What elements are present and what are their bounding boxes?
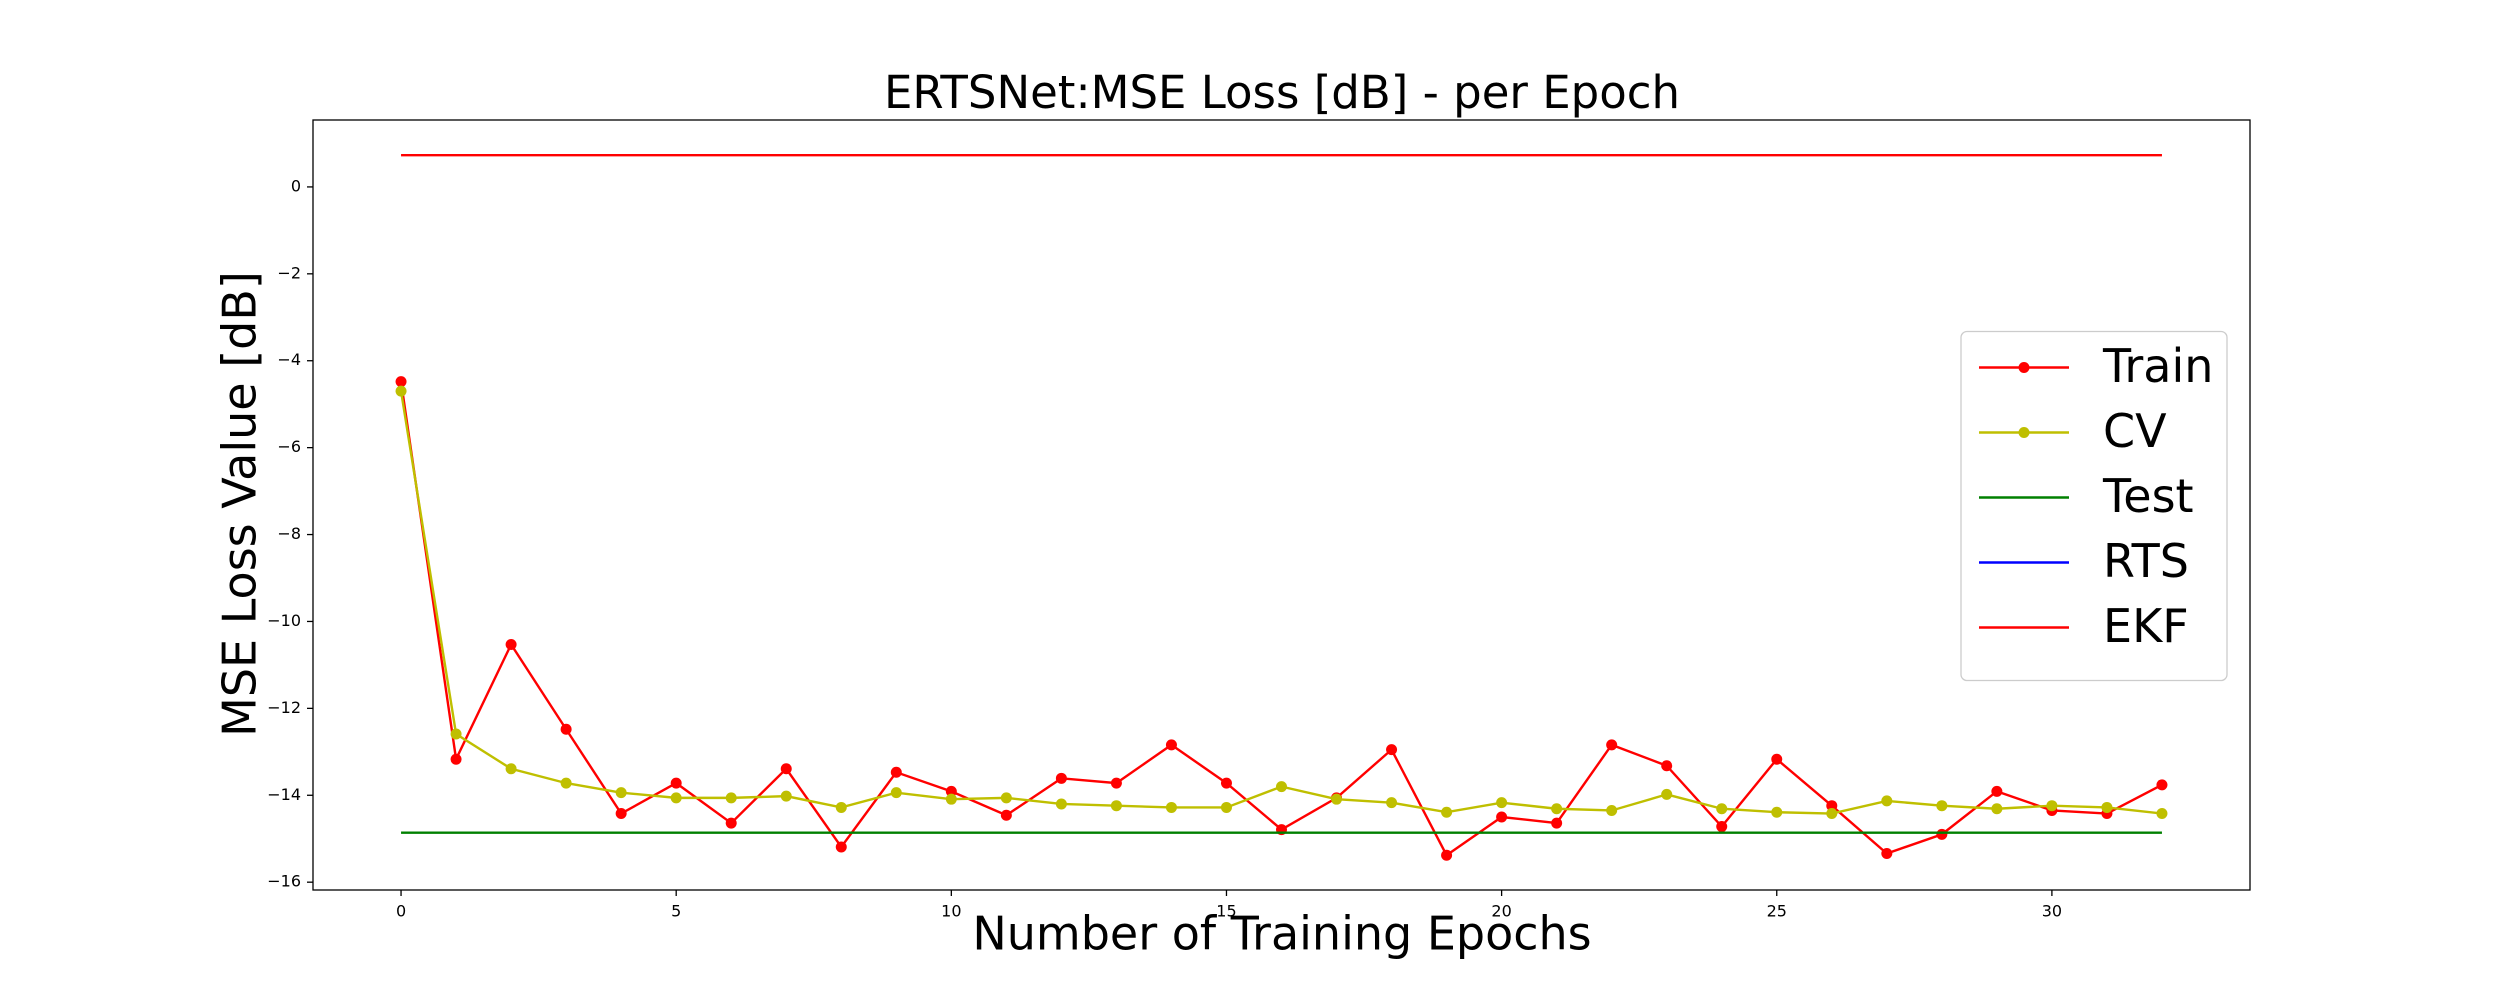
series-marker [1826,800,1838,812]
series-marker [560,723,572,735]
series-marker [1716,803,1728,815]
series-marker [1716,821,1728,833]
y-tick-label: 0 [291,176,301,195]
x-tick-label: 5 [671,902,681,921]
series-marker [2101,801,2113,813]
x-tick-label: 0 [396,902,406,921]
series-marker [1936,800,1948,812]
series-marker [1881,795,1893,807]
legend-marker [2018,427,2030,438]
series-marker [615,808,627,820]
legend-label: Train [2102,339,2213,393]
x-axis-label: Number of Training Epochs [972,907,1591,961]
series-marker [2156,808,2168,820]
series-line [399,390,2163,815]
series-marker [1165,801,1177,813]
series-marker [1991,803,2003,815]
series-marker [1220,801,1232,813]
x-tick-label: 25 [1767,902,1787,921]
series-marker [1551,817,1563,829]
series-marker [835,841,847,853]
legend: Train CV Test RTS EKF [1960,330,2228,682]
series-marker [1606,804,1618,816]
chart-title: ERTSNet:MSE Loss [dB] - per Epoch [884,66,1680,119]
y-tick-label: −14 [267,785,301,804]
series-marker [1936,828,1948,840]
series-marker [1165,739,1177,751]
y-tick-label: −12 [267,698,301,717]
series-marker [615,787,627,799]
series-marker [1276,781,1287,793]
series-marker [395,376,407,388]
series-marker [1661,760,1673,772]
series-marker [395,385,407,397]
series-marker [1496,811,1508,823]
y-tick-label: −10 [267,611,301,630]
series-marker [1496,797,1508,809]
series-marker [1386,744,1398,756]
series-marker [1991,785,2003,797]
series-marker [450,753,462,765]
series-marker [1055,798,1067,810]
series-marker [1771,806,1783,818]
series-marker [1771,753,1783,765]
series-marker [890,787,902,799]
series-marker [670,792,682,804]
series-marker [1331,793,1343,805]
y-axis-label: MSE Loss Value [dB] [213,271,267,737]
series-marker [1551,803,1563,815]
series-marker [1110,800,1122,812]
legend-label: RTS [2103,534,2189,588]
legend-marker [2018,362,2030,373]
series-marker [780,763,792,775]
series-marker [890,766,902,778]
series-marker [2156,779,2168,791]
series-marker [1881,847,1893,859]
series-marker [1000,792,1012,804]
series-marker [1441,849,1453,861]
series-marker [780,790,792,802]
series-marker [945,785,957,797]
series-marker [1826,808,1838,820]
series-marker [1220,777,1232,789]
series-marker [1386,797,1398,809]
series-marker [725,792,737,804]
series-marker [725,817,737,829]
series-marker [450,728,462,740]
series-marker [1606,739,1618,751]
y-tick-label: −8 [277,524,301,543]
series-marker [1055,772,1067,784]
x-tick-label: 20 [1491,902,1511,921]
series-marker [560,777,572,789]
plot-frame [312,119,2251,891]
y-tick-label: −6 [277,437,301,456]
x-tick-label: 10 [941,902,961,921]
series-marker [1000,809,1012,821]
series-marker [1441,806,1453,818]
x-tick-label: 15 [1216,902,1236,921]
series-marker [1110,777,1122,789]
series-marker [670,777,682,789]
x-tick-label: 30 [2042,902,2062,921]
y-tick-label: −16 [267,872,301,891]
series-marker [505,763,517,775]
y-tick-label: −4 [277,350,301,369]
legend-label: CV [2103,404,2167,458]
series-marker [835,801,847,813]
series-marker [945,793,957,805]
y-tick-label: −2 [277,263,301,282]
legend-box [1960,330,2228,682]
series-marker [2046,800,2058,812]
series-marker [505,638,517,650]
legend-label: EKF [2103,599,2189,653]
series-marker [1661,788,1673,800]
legend-label: Test [2102,469,2194,523]
